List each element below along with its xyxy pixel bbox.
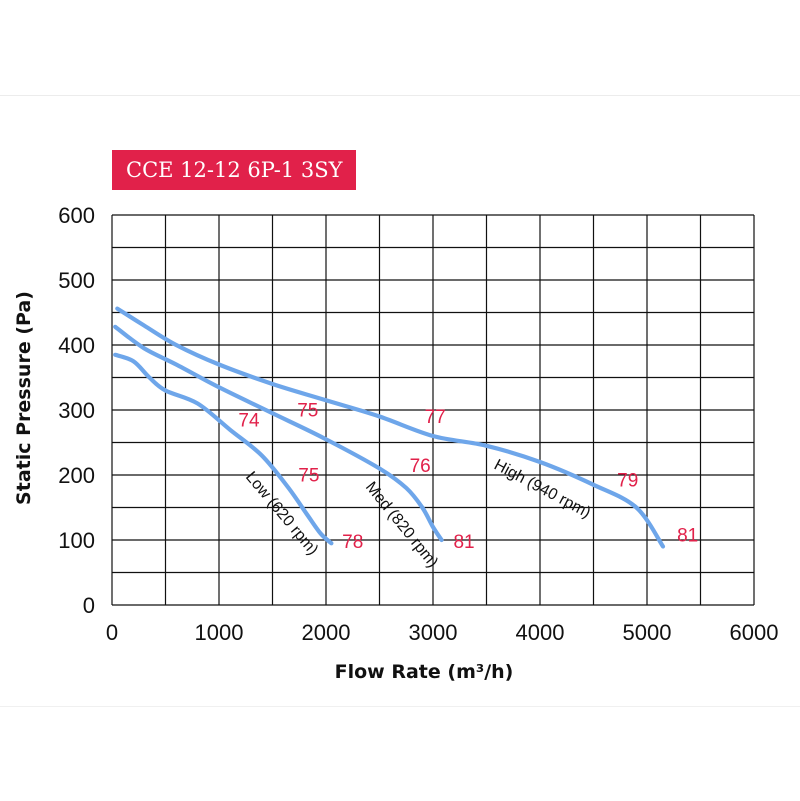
- y-tick-label: 0: [83, 593, 95, 618]
- noise-level-label: 79: [617, 471, 638, 492]
- noise-level-label: 81: [453, 532, 474, 553]
- noise-level-label: 76: [410, 456, 431, 477]
- noise-level-label: 74: [238, 410, 260, 431]
- curve-low: [113, 352, 334, 546]
- y-tick-label: 600: [58, 203, 95, 228]
- y-tick-label: 100: [58, 528, 95, 553]
- y-tick-label: 400: [58, 333, 95, 358]
- y-tick-label: 300: [58, 398, 95, 423]
- curve-med: [113, 324, 444, 543]
- x-tick-label: 0: [106, 620, 118, 645]
- series-label-med: Med (820 rpm): [362, 479, 441, 571]
- noise-labels: 74 75 78 75 76 81 77 79 81: [238, 401, 698, 553]
- x-tick-label: 5000: [623, 620, 672, 645]
- curve-high: [115, 306, 666, 549]
- x-tick-label: 6000: [730, 620, 779, 645]
- y-axis-title: Static Pressure (Pa): [13, 291, 35, 505]
- noise-level-label: 78: [342, 532, 363, 553]
- y-tick-label: 200: [58, 463, 95, 488]
- y-tick-label: 500: [58, 268, 95, 293]
- page-header-band: [0, 0, 800, 96]
- chart-title-badge: CCE 12-12 6P-1 3SY: [112, 150, 357, 190]
- page-footer-band: [0, 706, 800, 801]
- chart-panel: [0, 96, 800, 706]
- x-tick-label: 4000: [516, 620, 565, 645]
- fan-curves: [113, 306, 666, 549]
- chart-grid: [111, 214, 755, 606]
- x-axis-title: Flow Rate (m³/h): [335, 661, 514, 683]
- x-tick-label: 2000: [302, 620, 351, 645]
- noise-level-label: 77: [425, 407, 446, 428]
- noise-level-label: 75: [298, 466, 319, 487]
- x-tick-label: 3000: [409, 620, 458, 645]
- x-tick-label: 1000: [195, 620, 244, 645]
- noise-level-label: 75: [297, 401, 318, 422]
- noise-level-label: 81: [677, 525, 698, 546]
- series-label-high: High (940 rpm): [491, 457, 593, 522]
- axis-ticks: 0 1000 2000 3000 4000 5000 6000 0 100 200 300 400 50…: [58, 203, 778, 645]
